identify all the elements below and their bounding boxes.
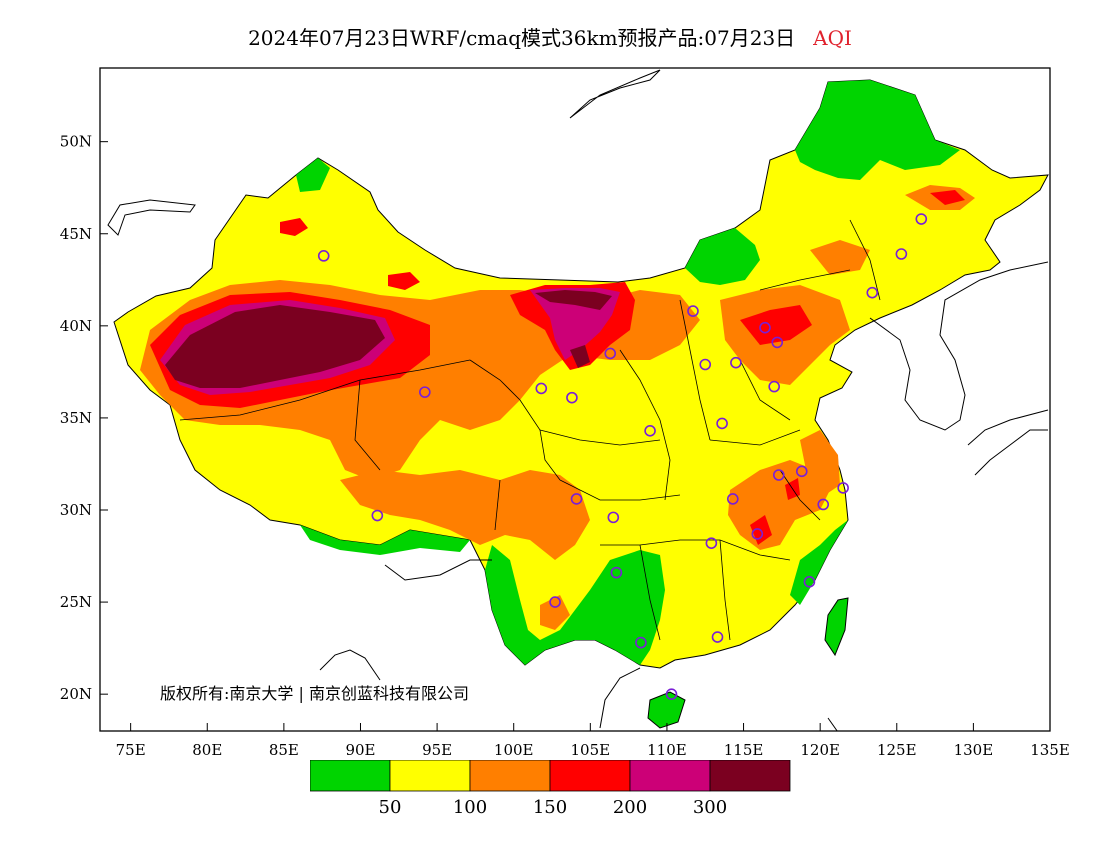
map-content bbox=[107, 69, 1049, 731]
lat-label: 50N bbox=[60, 133, 92, 151]
station-marker bbox=[730, 356, 742, 369]
station-marker bbox=[635, 636, 647, 649]
station-marker bbox=[607, 511, 620, 524]
lat-label: 40N bbox=[60, 317, 92, 335]
station-marker bbox=[716, 417, 728, 430]
station-marker bbox=[759, 321, 771, 334]
lon-label: 85E bbox=[269, 741, 299, 759]
green-tibet-edge bbox=[300, 525, 470, 555]
legend-swatch bbox=[549, 760, 631, 792]
legend-swatch bbox=[469, 760, 551, 792]
station-marker bbox=[644, 425, 656, 437]
lon-label: 135E bbox=[1030, 741, 1070, 759]
lat-label: 25N bbox=[60, 593, 92, 611]
longitude-axis: 75E 80E 85E 90E 95E 100E 105E 110E 115E 120E 125E 1… bbox=[116, 723, 1070, 759]
station-marker bbox=[727, 493, 739, 505]
station-marker bbox=[795, 465, 808, 478]
station-marker bbox=[535, 382, 548, 395]
green-northwest bbox=[296, 158, 330, 192]
hainan-region bbox=[647, 691, 686, 729]
legend-swatch bbox=[310, 760, 391, 792]
legend-label: 100 bbox=[453, 797, 487, 818]
coastlines bbox=[107, 69, 1049, 731]
station-markers bbox=[317, 213, 928, 700]
orange-guangxi-spot bbox=[540, 595, 570, 630]
lon-label: 110E bbox=[647, 741, 687, 759]
red-beijing bbox=[740, 305, 812, 345]
maroon-alxa bbox=[535, 290, 612, 310]
lon-label: 95E bbox=[422, 741, 452, 759]
station-marker bbox=[866, 286, 879, 299]
station-marker bbox=[837, 482, 849, 494]
station-marker bbox=[566, 391, 578, 404]
china-region bbox=[113, 79, 1049, 669]
lon-label: 90E bbox=[345, 741, 375, 759]
map-title-text: 2024年07月23日WRF/cmaq模式36km预报产品:07月23日 bbox=[248, 26, 796, 50]
aqi-legend: 50 100 150 200 300 bbox=[310, 760, 791, 818]
taiwan-region bbox=[824, 597, 849, 657]
station-marker bbox=[895, 248, 908, 260]
lat-label: 20N bbox=[60, 685, 92, 703]
station-marker bbox=[549, 596, 561, 608]
red-heilongjiang bbox=[930, 190, 965, 205]
station-marker bbox=[371, 509, 384, 522]
station-marker bbox=[768, 380, 780, 393]
orange-jiangsu bbox=[800, 430, 840, 495]
lat-label: 45N bbox=[60, 225, 92, 243]
legend-label: 300 bbox=[693, 797, 727, 818]
lat-label: 30N bbox=[60, 501, 92, 519]
legend-labels: 50 100 150 200 300 bbox=[379, 797, 728, 818]
lon-label: 115E bbox=[724, 741, 764, 759]
station-marker bbox=[771, 336, 784, 349]
variable-label: AQI bbox=[813, 26, 852, 50]
green-northeast bbox=[795, 80, 960, 180]
station-marker bbox=[705, 537, 718, 549]
legend-swatch bbox=[709, 760, 791, 792]
station-marker bbox=[915, 213, 928, 225]
station-marker bbox=[604, 347, 617, 360]
station-marker bbox=[772, 469, 785, 481]
red-north-spot-2 bbox=[388, 272, 420, 290]
lon-label: 105E bbox=[571, 741, 611, 759]
lat-label: 35N bbox=[60, 409, 92, 427]
legend-swatch bbox=[389, 760, 471, 792]
station-marker bbox=[317, 250, 330, 262]
lon-label: 120E bbox=[800, 741, 840, 759]
station-marker bbox=[711, 631, 724, 643]
red-north-spot bbox=[280, 218, 308, 236]
legend-label: 50 bbox=[379, 797, 402, 818]
legend-swatches bbox=[310, 760, 791, 792]
station-marker bbox=[570, 493, 583, 505]
station-marker bbox=[817, 498, 830, 511]
station-marker bbox=[687, 305, 699, 317]
station-marker bbox=[419, 386, 431, 398]
lon-label: 80E bbox=[192, 741, 222, 759]
station-marker bbox=[751, 528, 764, 540]
orange-northeast-band bbox=[810, 240, 870, 275]
lon-label: 75E bbox=[116, 741, 146, 759]
map-title: 2024年07月23日WRF/cmaq模式36km预报产品:07月23日 AQI bbox=[0, 22, 1100, 51]
lon-label: 100E bbox=[494, 741, 534, 759]
latitude-axis: 50N 45N 40N 35N 30N 25N 20N bbox=[60, 133, 108, 703]
maroon-alxa-2 bbox=[570, 345, 590, 368]
station-marker bbox=[803, 576, 816, 588]
maroon-taklimakan bbox=[165, 305, 385, 388]
legend-swatch bbox=[629, 760, 711, 792]
station-marker bbox=[610, 566, 623, 579]
lon-label: 125E bbox=[877, 741, 917, 759]
legend-label: 200 bbox=[613, 797, 647, 818]
copyright-text: 版权所有:南京大学 | 南京创蓝科技有限公司 bbox=[160, 684, 469, 703]
station-marker bbox=[699, 358, 712, 371]
orange-sichuan bbox=[340, 470, 590, 560]
lon-label: 130E bbox=[954, 741, 994, 759]
green-inner-mongolia bbox=[685, 228, 760, 285]
map-frame bbox=[99, 67, 1051, 732]
legend-label: 150 bbox=[533, 797, 567, 818]
station-marker bbox=[665, 688, 678, 700]
province-borders bbox=[179, 219, 881, 641]
